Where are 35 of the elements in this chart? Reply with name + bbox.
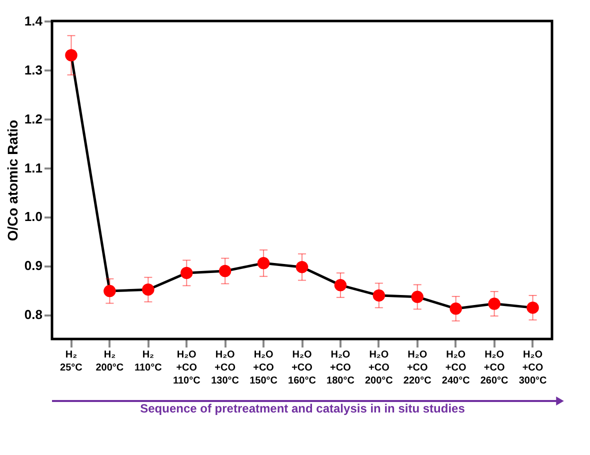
point xyxy=(411,290,424,304)
y-tick-label: 0.8 xyxy=(24,307,42,322)
point xyxy=(372,289,386,302)
point xyxy=(104,284,116,298)
x-tick-label: H₂O +CO 160°C xyxy=(288,350,316,386)
y-axis-title: O/Co atomic Ratio xyxy=(4,120,20,242)
point xyxy=(142,283,154,296)
x-tick-label: H₂ 110°C xyxy=(134,350,162,374)
x-tick-label: H₂O +CO 300°C xyxy=(518,350,547,386)
x-tick-label: H₂ 25°C xyxy=(60,350,82,374)
y-tick-label: 1.3 xyxy=(24,62,42,78)
x-tick-label: H₂O +CO 150°C xyxy=(250,350,278,386)
y-tick-label: 0.9 xyxy=(24,258,42,274)
x-axis-title: Sequence of pretreatment and catalysis in in situ studies xyxy=(140,402,466,416)
y-tick-label: 1.4 xyxy=(24,14,44,28)
x-tick-label: H₂O +CO 110°C xyxy=(172,350,200,386)
x-tick-label: H₂O +CO 220°C xyxy=(403,350,432,386)
point xyxy=(296,260,308,274)
y-tick-label: 1.1 xyxy=(24,160,42,176)
x-tick-label: H₂ 200°C xyxy=(96,350,124,374)
x-tick-label: H₂O +CO 180°C xyxy=(326,350,354,386)
x-tick-label: H₂O +CO 260°C xyxy=(480,350,508,386)
point xyxy=(180,266,193,280)
y-tick-label: 1.0 xyxy=(24,209,42,224)
point xyxy=(65,49,78,62)
point xyxy=(526,302,539,314)
x-tick-label: H₂O +CO 130°C xyxy=(211,350,240,386)
point xyxy=(488,298,500,310)
point xyxy=(334,279,347,292)
point xyxy=(450,302,462,315)
x-tick-label: H₂O +CO 200°C xyxy=(364,350,393,386)
point xyxy=(218,264,232,278)
point xyxy=(257,257,270,270)
y-tick-label: 1.2 xyxy=(24,111,42,126)
x-tick-label: H₂O +CO 240°C xyxy=(442,350,470,386)
